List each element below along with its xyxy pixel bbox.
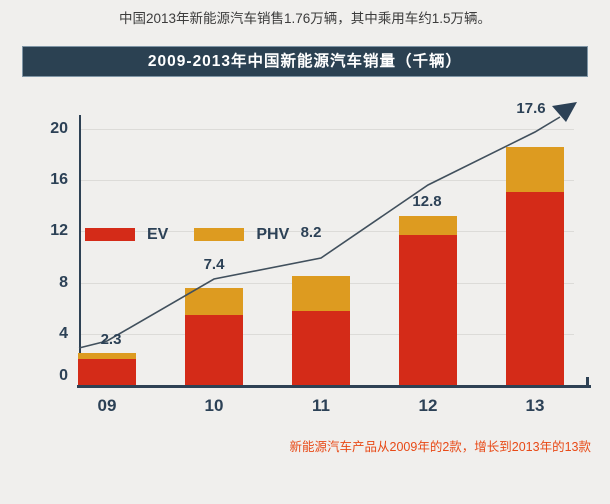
x-tick-label-09: 09 bbox=[97, 396, 117, 415]
gridline-20 bbox=[79, 129, 574, 130]
bar-10-ev bbox=[185, 314, 243, 385]
line-value-label-12: 12.8 bbox=[412, 193, 442, 210]
y-tick-label-16: 16 bbox=[50, 171, 68, 189]
chart-title-bar: 2009-2013年中国新能源汽车销量（千辆） bbox=[22, 46, 588, 77]
y-tick-label-0: 0 bbox=[59, 367, 68, 384]
x-tick-label-13: 13 bbox=[525, 396, 545, 415]
chart-title: 2009-2013年中国新能源汽车销量（千辆） bbox=[147, 53, 463, 70]
legend-label-ev: EV bbox=[147, 226, 169, 243]
legend: EV PHV bbox=[85, 226, 315, 243]
legend-swatch-phv bbox=[194, 228, 245, 241]
x-tick-label-11: 11 bbox=[312, 396, 330, 415]
bar-13-ev bbox=[506, 191, 564, 385]
bar-12-phv bbox=[399, 216, 457, 236]
bar-11-ev bbox=[292, 310, 350, 385]
legend-label-phv: PHV bbox=[256, 226, 290, 243]
x-tick-label-12: 12 bbox=[418, 396, 438, 415]
bar-09-ev bbox=[78, 359, 136, 385]
line-value-label-13: 17.6 bbox=[516, 100, 546, 117]
x-axis-line bbox=[77, 385, 591, 388]
footnote-text: 新能源汽车产品从2009年的2款，增长到2013年的13款 bbox=[289, 440, 591, 454]
y-axis-line bbox=[79, 115, 81, 388]
x-axis-end-tick bbox=[586, 377, 589, 386]
bar-09-phv bbox=[78, 353, 136, 360]
bar-11-phv bbox=[292, 276, 350, 311]
bar-10-phv bbox=[185, 287, 243, 315]
line-value-label-11: 8.2 bbox=[300, 224, 322, 241]
bar-13-phv bbox=[506, 146, 564, 192]
bar-12-ev bbox=[399, 235, 457, 385]
gridline-16 bbox=[79, 180, 574, 182]
x-tick-label-10: 10 bbox=[204, 396, 224, 415]
legend-swatch-ev bbox=[85, 228, 135, 241]
intro-text: 中国2013年新能源汽车销售1.76万辆，其中乘用车约1.5万辆。 bbox=[118, 11, 492, 26]
chart-area: 0 4 8 12 16 20 09 10 11 12 13 EV PHV 2.3 7.4 8.2 12.8 17.… bbox=[0, 86, 610, 426]
trend-arrowhead-icon bbox=[552, 102, 577, 122]
y-tick-label-4: 4 bbox=[59, 324, 68, 342]
y-tick-label-12: 12 bbox=[50, 222, 68, 240]
y-tick-label-8: 8 bbox=[59, 273, 68, 291]
y-tick-label-20: 20 bbox=[50, 120, 68, 137]
line-value-label-10: 7.4 bbox=[203, 256, 225, 273]
line-value-label-09: 2.3 bbox=[100, 331, 122, 348]
